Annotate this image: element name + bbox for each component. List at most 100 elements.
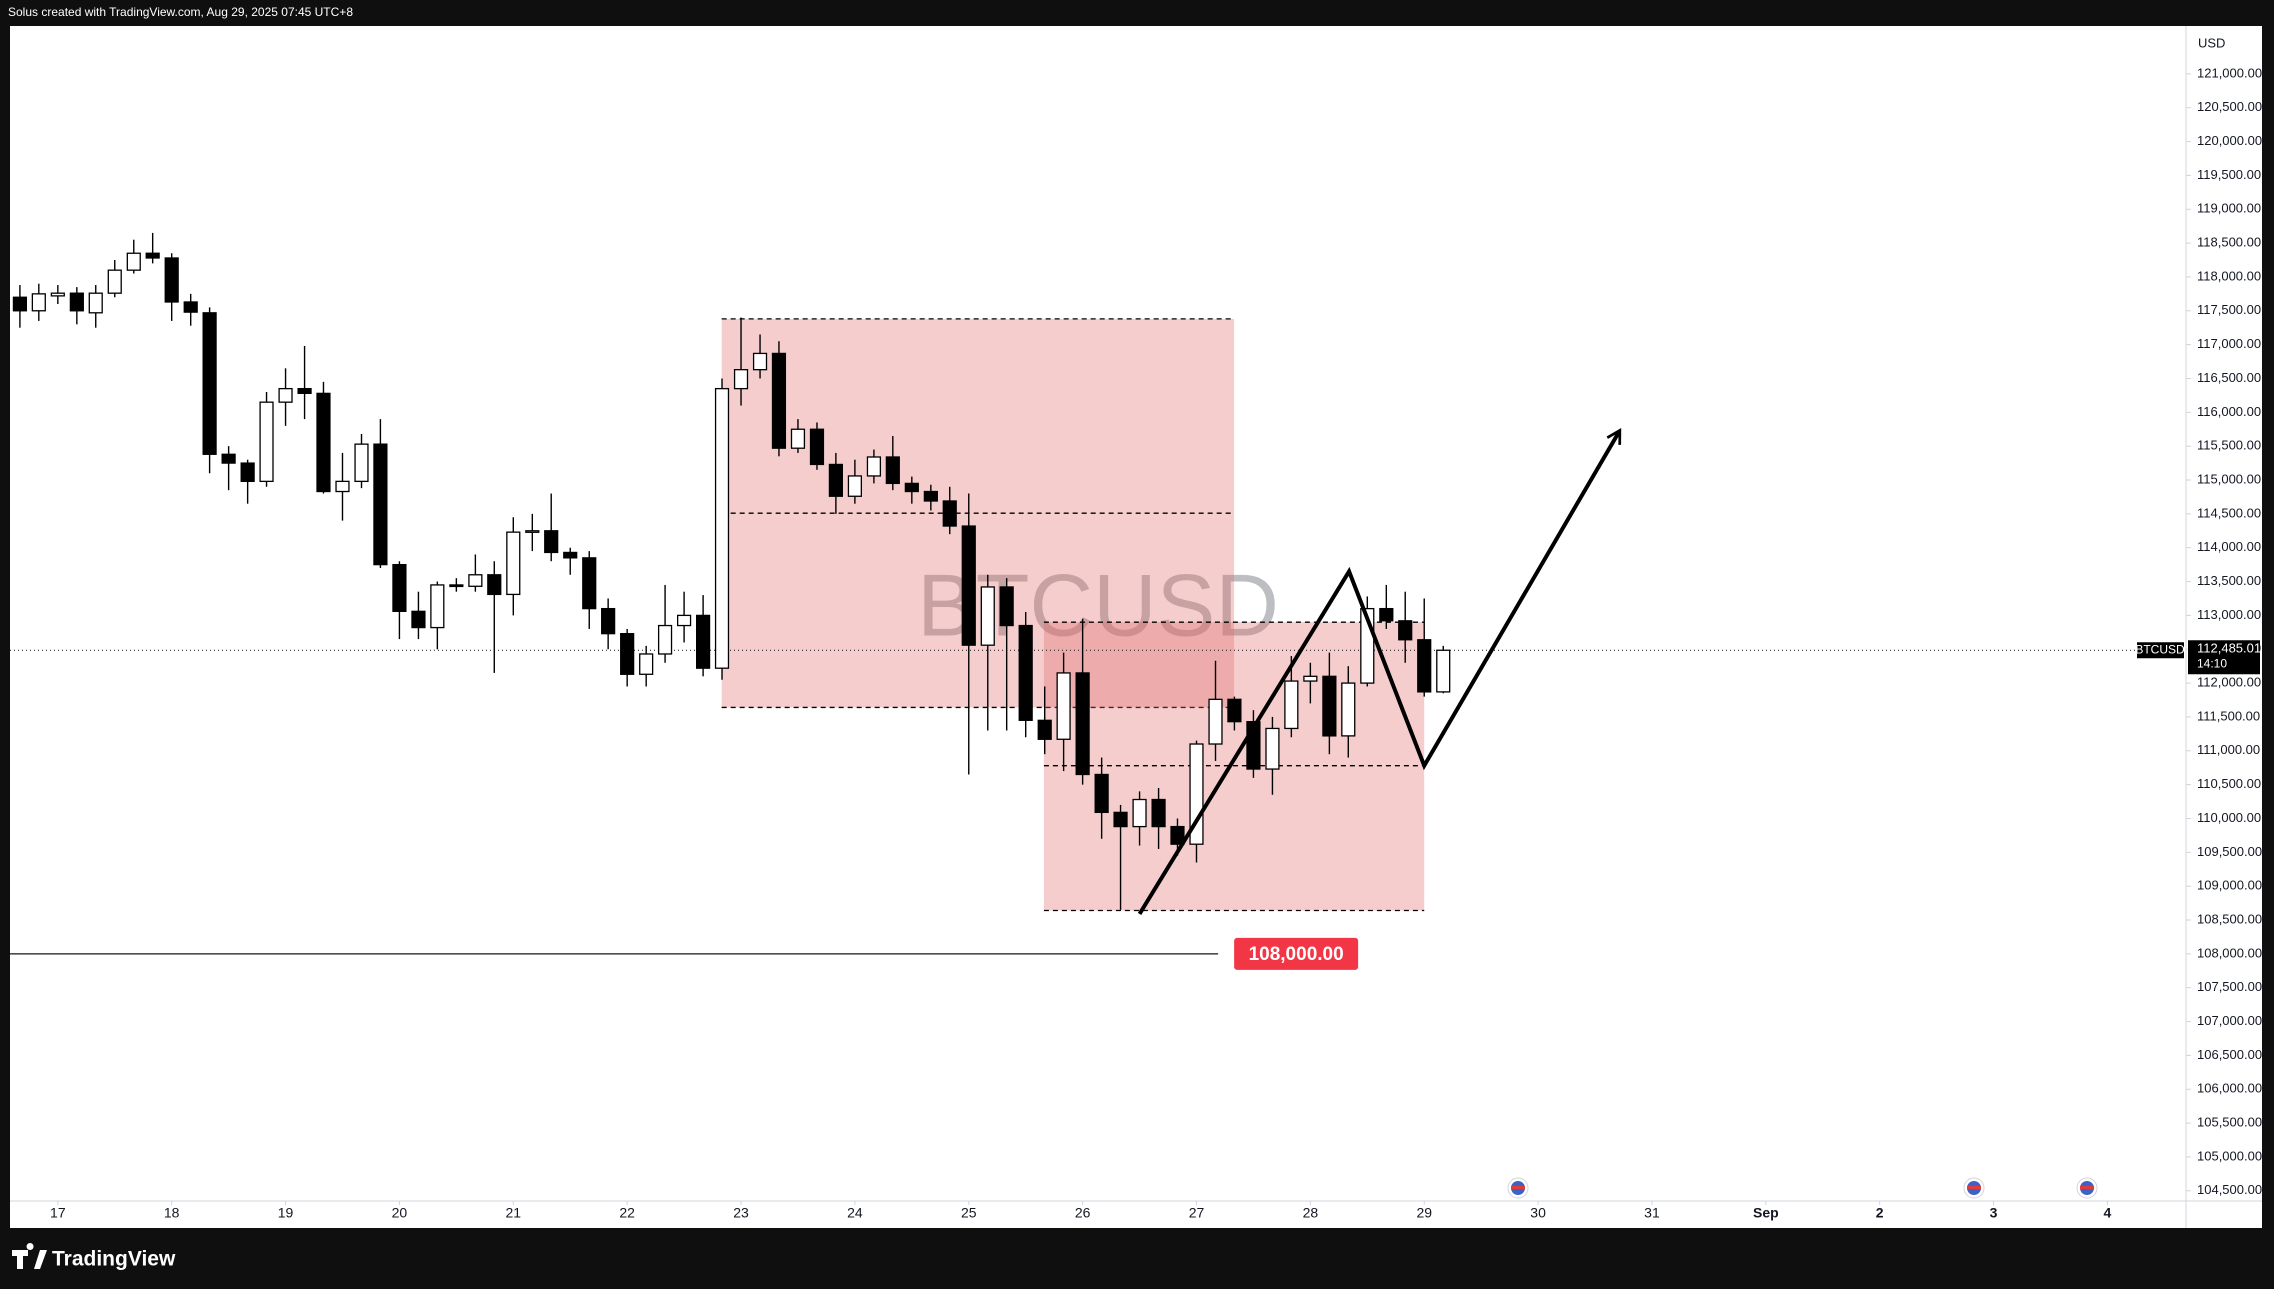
candle-body bbox=[183, 301, 198, 313]
y-tick-label: 108,500.00 bbox=[2197, 911, 2262, 926]
x-tick-label: Sep bbox=[1753, 1205, 1779, 1221]
x-tick-label: 19 bbox=[278, 1205, 294, 1221]
candle-body bbox=[1284, 680, 1299, 730]
y-tick-label: 107,000.00 bbox=[2197, 1013, 2262, 1028]
candle-body bbox=[942, 500, 957, 527]
x-tick-label: 3 bbox=[1990, 1205, 1998, 1221]
y-tick-label: 110,000.00 bbox=[2197, 810, 2261, 825]
candle-body bbox=[449, 584, 464, 588]
candle-body bbox=[904, 482, 919, 493]
projection-arrow bbox=[1137, 428, 1622, 915]
candle-body bbox=[544, 530, 559, 554]
candle-body bbox=[809, 428, 825, 466]
candle-body bbox=[12, 296, 28, 312]
candle-body bbox=[847, 475, 862, 497]
candle-body bbox=[69, 292, 84, 312]
candle-body bbox=[278, 387, 293, 403]
candle-body bbox=[354, 443, 369, 483]
y-tick-label: 116,500.00 bbox=[2197, 370, 2261, 385]
candle-body bbox=[202, 312, 217, 455]
y-tick-label: 113,500.00 bbox=[2197, 573, 2261, 588]
y-tick-label: 109,500.00 bbox=[2197, 844, 2262, 859]
y-tick-label: 120,500.00 bbox=[2197, 99, 2262, 114]
candle-body bbox=[164, 257, 179, 303]
candle-body bbox=[866, 456, 882, 477]
candle-body bbox=[828, 463, 843, 497]
y-tick-label: 121,000.00 bbox=[2197, 65, 2262, 80]
x-tick-label: 31 bbox=[1644, 1205, 1660, 1221]
y-tick-label: 108,000.00 bbox=[2197, 945, 2262, 960]
x-tick-label: 4 bbox=[2104, 1205, 2112, 1221]
candle-body bbox=[50, 292, 65, 297]
candle-body bbox=[126, 252, 141, 271]
candle-body bbox=[31, 293, 46, 312]
candle-body bbox=[1170, 825, 1185, 845]
candle-body bbox=[885, 456, 900, 485]
candle-body bbox=[1018, 624, 1033, 721]
candle-body bbox=[468, 574, 483, 587]
y-tick-label: 118,000.00 bbox=[2197, 268, 2261, 283]
y-tick-label: 106,000.00 bbox=[2197, 1081, 2262, 1096]
x-tick-label: 26 bbox=[1075, 1205, 1091, 1221]
candle-body bbox=[297, 387, 312, 395]
candle-body bbox=[563, 551, 578, 559]
y-tick-label: 106,500.00 bbox=[2197, 1047, 2262, 1062]
header: Solus created with TradingView.com, Aug … bbox=[8, 5, 353, 19]
candle-body bbox=[221, 453, 236, 464]
candle-body bbox=[676, 614, 692, 627]
candle-body bbox=[145, 252, 160, 259]
y-tick-label: 115,000.00 bbox=[2197, 471, 2261, 486]
candle-body bbox=[1151, 798, 1166, 828]
x-tick-label: 18 bbox=[164, 1205, 180, 1221]
symbol-label-box bbox=[2137, 642, 2184, 659]
x-tick-label: 25 bbox=[961, 1205, 977, 1221]
candle-body bbox=[1417, 639, 1432, 693]
candle-body bbox=[752, 352, 768, 371]
candle-body bbox=[316, 392, 331, 493]
candle-body bbox=[1227, 698, 1242, 723]
brand: TradingView bbox=[52, 1248, 176, 1271]
symbol-label: BTCUSD bbox=[2135, 642, 2185, 656]
candle-body bbox=[582, 557, 597, 610]
candle-body bbox=[506, 531, 521, 596]
candle-body bbox=[487, 574, 502, 596]
candle-body bbox=[525, 530, 540, 533]
candle-body bbox=[335, 480, 350, 493]
y-tick-label: 117,500.00 bbox=[2197, 302, 2261, 317]
watermark: BTCUSD bbox=[917, 555, 1279, 654]
y-tick-label: 119,500.00 bbox=[2197, 167, 2261, 182]
candle-body bbox=[771, 352, 787, 449]
candle-body bbox=[1322, 675, 1337, 737]
candle-body bbox=[107, 269, 122, 294]
x-tick-label: 2 bbox=[1876, 1205, 1884, 1221]
x-tick-label: 27 bbox=[1189, 1205, 1205, 1221]
chart-area bbox=[10, 26, 2262, 1228]
candle-body bbox=[961, 525, 976, 646]
y-tick-label: 117,000.00 bbox=[2197, 336, 2261, 351]
y-tick-label: 105,500.00 bbox=[2197, 1115, 2262, 1130]
y-tick-label: 112,000.00 bbox=[2197, 675, 2261, 690]
candle-body bbox=[1303, 675, 1318, 682]
candle-body bbox=[1265, 727, 1280, 770]
candle-body bbox=[923, 490, 938, 502]
y-tick-label: 116,000.00 bbox=[2197, 404, 2261, 419]
y-tick-label: 111,500.00 bbox=[2197, 708, 2260, 723]
brand-logo: TradingView bbox=[12, 1243, 176, 1271]
candle-body bbox=[1379, 607, 1394, 622]
currency: USD bbox=[2198, 35, 2225, 50]
candle-body bbox=[240, 462, 255, 483]
candle-body bbox=[714, 387, 730, 669]
y-tick-label: 115,500.00 bbox=[2197, 438, 2261, 453]
x-tick-label: 21 bbox=[506, 1205, 522, 1221]
candle-body bbox=[999, 586, 1014, 627]
y-tick-label: 113,000.00 bbox=[2197, 607, 2261, 622]
candle-body bbox=[1341, 682, 1356, 737]
candle-body bbox=[601, 607, 616, 635]
y-tick-label: 107,500.00 bbox=[2197, 979, 2262, 994]
x-tick-label: 22 bbox=[619, 1205, 635, 1221]
y-tick-label: 111,000.00 bbox=[2197, 742, 2260, 757]
y-tick-label: 105,000.00 bbox=[2197, 1148, 2262, 1163]
candle-body bbox=[88, 292, 103, 314]
level-label-box bbox=[1234, 937, 1359, 970]
candle-body bbox=[1436, 649, 1451, 693]
